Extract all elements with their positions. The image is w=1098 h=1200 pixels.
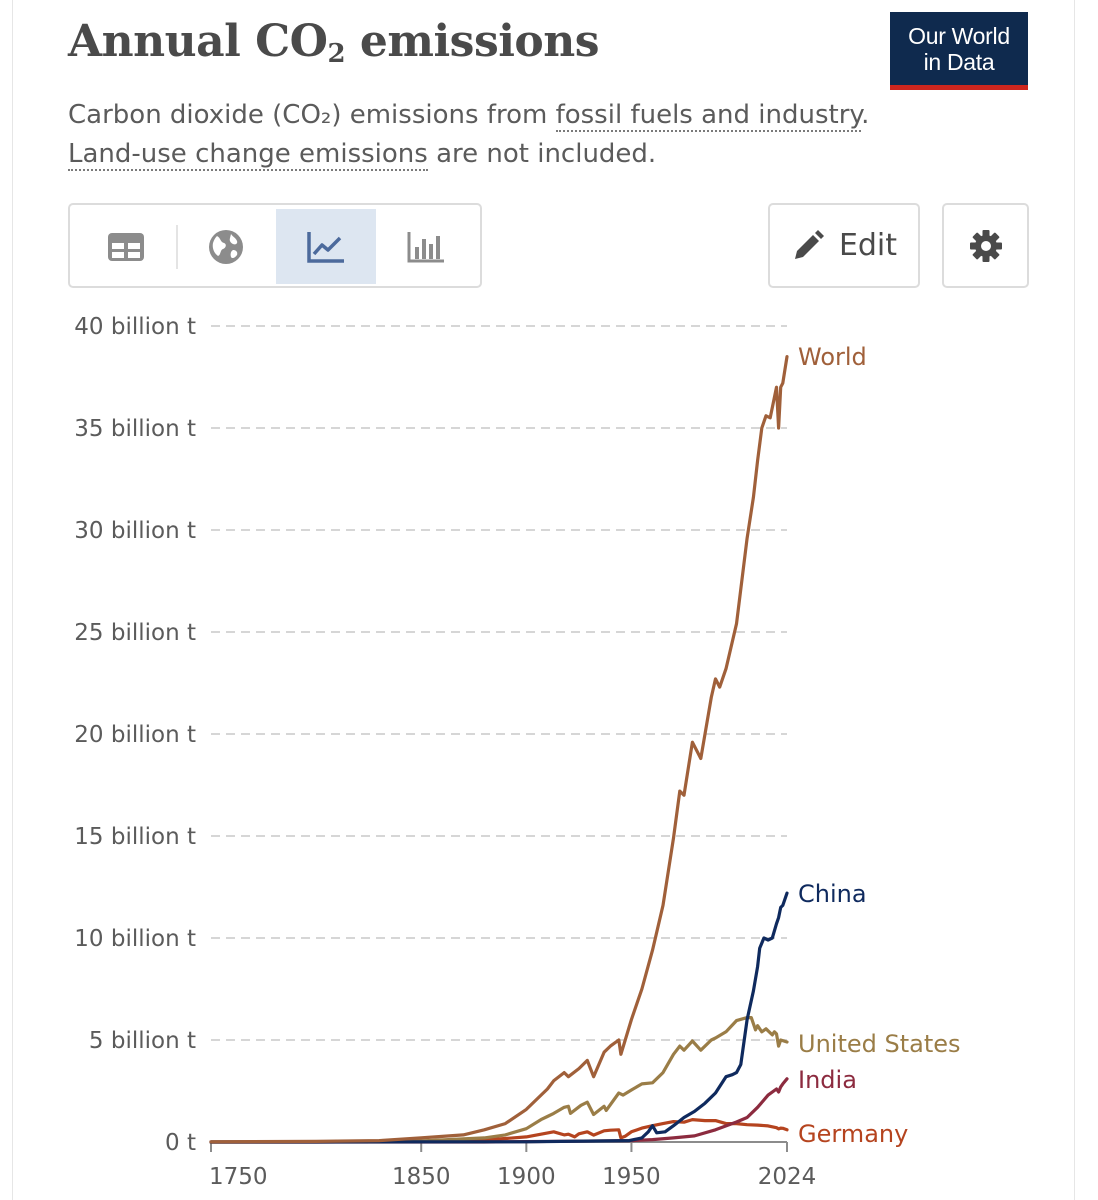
title-text-end: emissions (345, 16, 600, 67)
bar-chart-icon (407, 231, 444, 262)
series-label-india: India (798, 1066, 857, 1094)
y-tick-label: 0 t (165, 1130, 196, 1156)
gear-icon (969, 229, 1002, 262)
y-tick-label: 35 billion t (74, 416, 196, 442)
series-label-united-states: United States (798, 1030, 961, 1058)
series-line-germany (209, 1118, 789, 1144)
tab-line-chart[interactable] (276, 209, 376, 284)
logo-line-1: Our World (908, 23, 1010, 49)
logo-line-2: in Data (923, 49, 995, 75)
subtitle-text: are not included. (427, 139, 657, 169)
title-subscript: 2 (327, 39, 346, 69)
tab-map[interactable] (176, 209, 276, 284)
x-axis: 1750 1850 1900 1950 2024 (209, 1141, 817, 1190)
tab-bar-chart[interactable] (376, 209, 476, 284)
tab-table[interactable] (76, 209, 176, 284)
settings-button[interactable] (942, 203, 1029, 288)
y-tick-label: 10 billion t (74, 926, 196, 952)
chart-subtitle: Carbon dioxide (CO₂) emissions from foss… (68, 96, 1048, 174)
y-tick-label: 20 billion t (74, 722, 196, 748)
globe-icon (209, 229, 243, 264)
series-line-united-states (209, 1016, 789, 1144)
x-tick-label: 1900 (497, 1164, 556, 1190)
x-tick-label: 1850 (392, 1164, 451, 1190)
series-label-world: World (798, 343, 867, 371)
page-title: Annual CO2 emissions (68, 16, 600, 69)
y-tick-label: 15 billion t (74, 824, 196, 850)
line-chart-icon (307, 231, 344, 263)
x-tick-label: 1750 (209, 1164, 268, 1190)
land-use-link[interactable]: Land-use change emissions (68, 139, 428, 171)
y-tick-label: 25 billion t (74, 620, 196, 646)
fossil-fuels-link[interactable]: fossil fuels and industry (555, 100, 862, 132)
frame-right-border (1074, 0, 1075, 1200)
title-text: Annual CO (68, 16, 328, 67)
edit-button[interactable]: Edit (768, 203, 920, 288)
y-tick-label: 5 billion t (89, 1028, 196, 1054)
line-chart: 0 t 5 billion t 10 billion t 15 billion t 20… (74, 314, 961, 1190)
subtitle-text: Carbon dioxide (CO₂) emissions from (68, 100, 556, 130)
series-line-china (209, 891, 789, 1144)
y-axis-ticks: 0 t 5 billion t 10 billion t 15 billion t 20… (74, 314, 196, 1156)
series-line-world (209, 355, 789, 1144)
y-tick-label: 30 billion t (74, 518, 196, 544)
series-lines (209, 355, 789, 1144)
table-icon (108, 232, 144, 261)
x-tick-label: 1950 (602, 1164, 661, 1190)
view-tabs (68, 203, 482, 288)
series-label-china: China (798, 880, 867, 908)
series-label-germany: Germany (798, 1120, 908, 1148)
y-tick-label: 40 billion t (74, 314, 196, 340)
tab-separator (176, 225, 178, 269)
series-line-india (209, 1077, 789, 1144)
owid-logo[interactable]: Our World in Data (890, 12, 1028, 90)
subtitle-text: . (861, 100, 870, 130)
grid-lines (211, 325, 787, 1041)
edit-label: Edit (838, 228, 898, 263)
pencil-icon (794, 229, 824, 259)
frame-left-border (12, 0, 13, 1200)
x-tick-label: 2024 (758, 1164, 817, 1190)
series-labels: World China United States India Germany (798, 343, 961, 1148)
